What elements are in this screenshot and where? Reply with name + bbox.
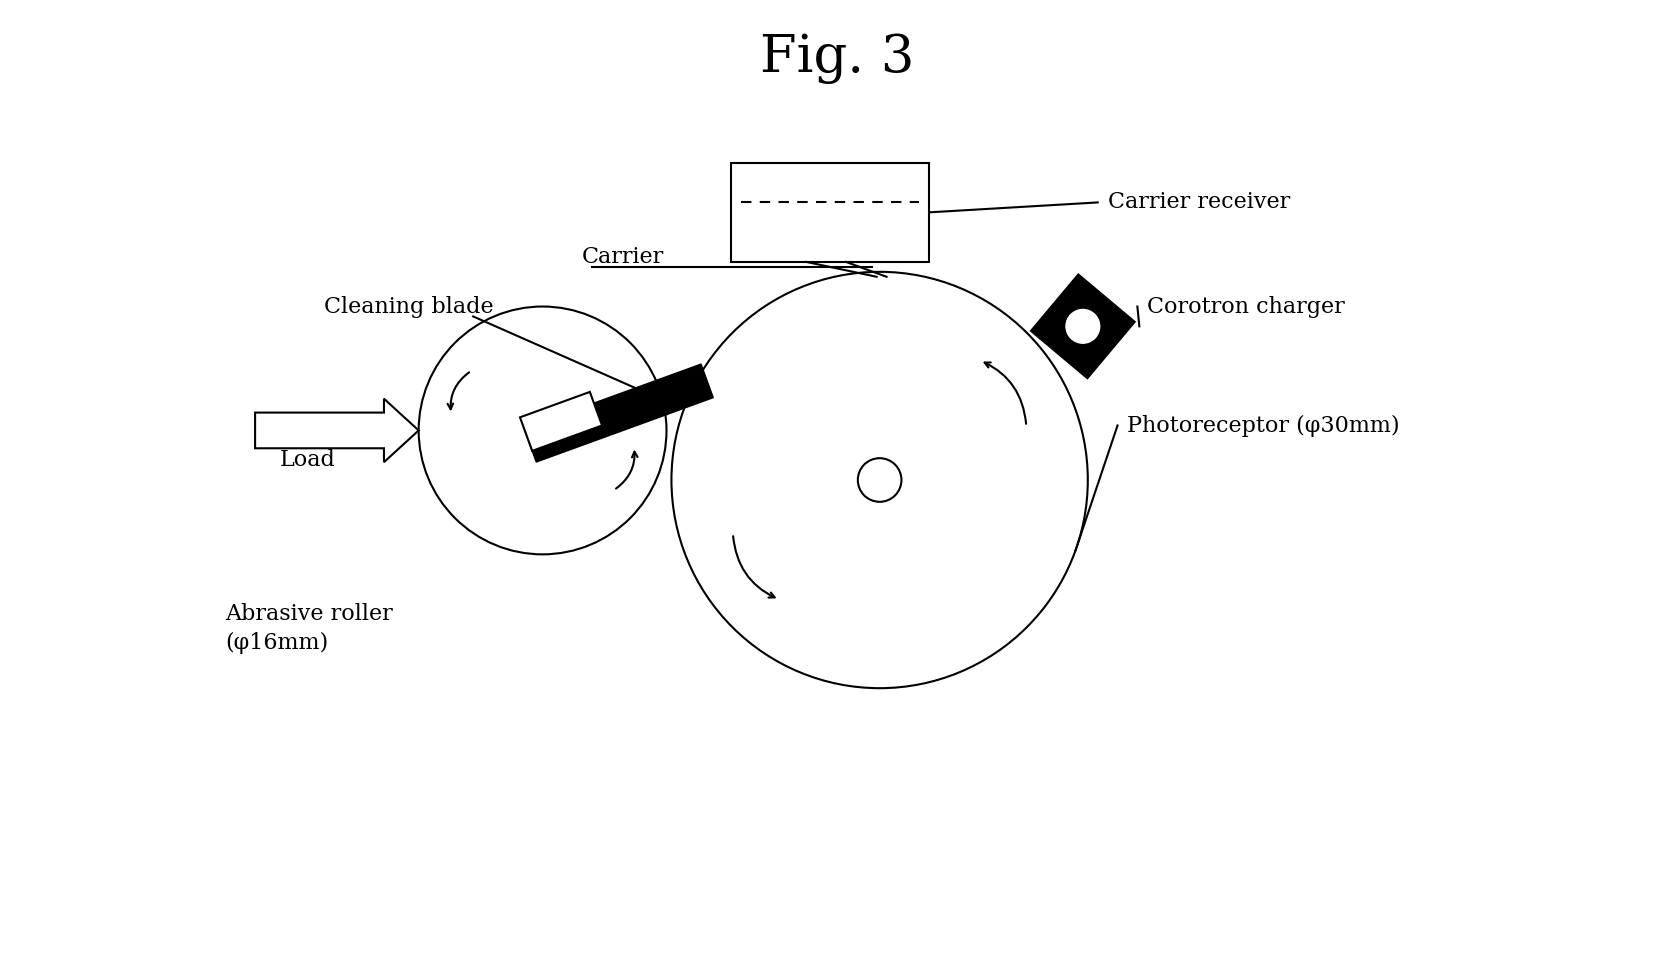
Text: Photoreceptor (φ30mm): Photoreceptor (φ30mm) xyxy=(1128,415,1399,437)
Text: Cleaning blade: Cleaning blade xyxy=(325,296,494,318)
Bar xyxy=(731,163,929,262)
Polygon shape xyxy=(1031,275,1134,377)
Text: Corotron charger: Corotron charger xyxy=(1146,296,1343,318)
Text: Abrasive roller
(φ16mm): Abrasive roller (φ16mm) xyxy=(226,603,393,654)
Polygon shape xyxy=(524,364,713,462)
Text: Load: Load xyxy=(279,449,336,471)
Polygon shape xyxy=(254,398,418,462)
Circle shape xyxy=(1066,309,1099,343)
Text: Carrier: Carrier xyxy=(582,246,664,268)
Text: Fig. 3: Fig. 3 xyxy=(760,34,913,84)
Text: Carrier receiver: Carrier receiver xyxy=(1108,191,1290,213)
Polygon shape xyxy=(520,392,602,451)
